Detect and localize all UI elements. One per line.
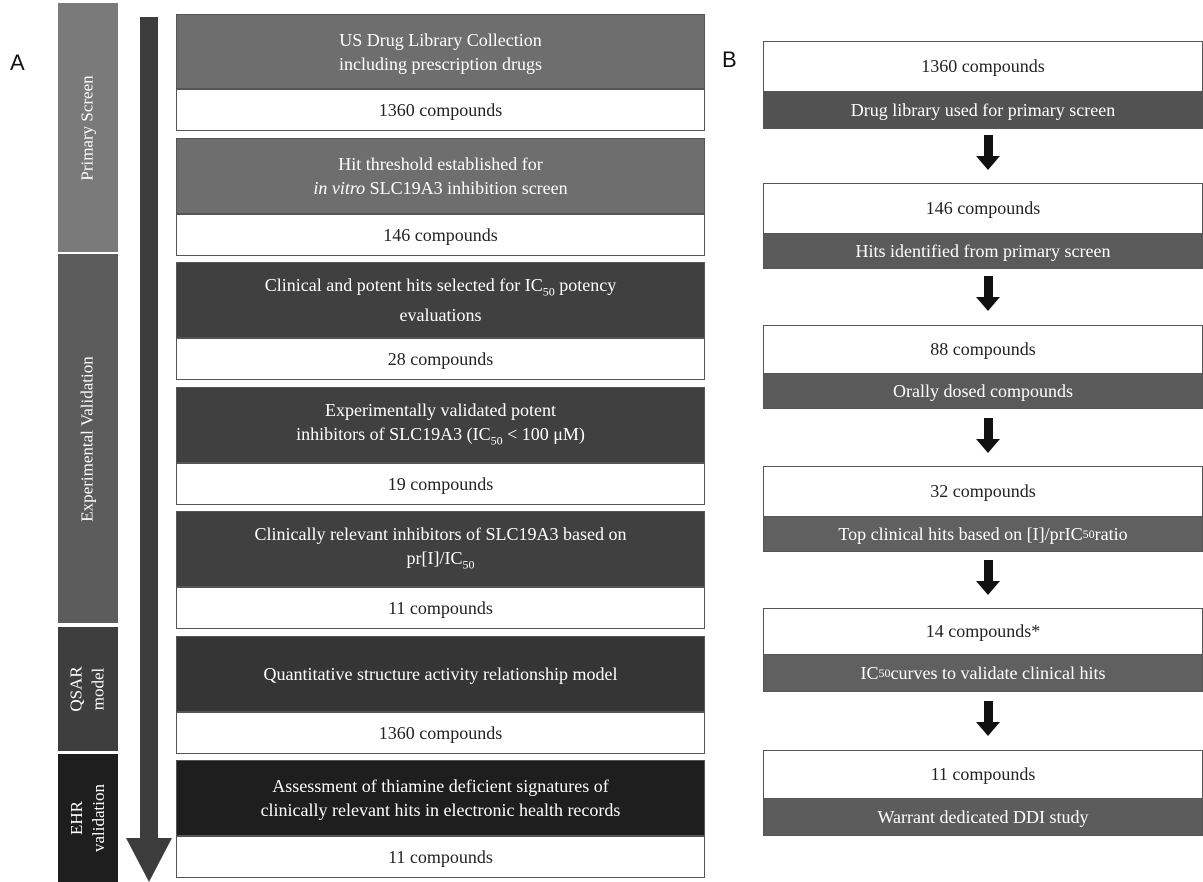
a-step-5-sub: 50 (462, 557, 475, 572)
a-step-2-line1: Hit threshold established for (338, 154, 543, 174)
b-step-6-desc: Warrant dedicated DDI study (763, 798, 1203, 836)
b-arrow-2 (984, 276, 993, 298)
a-step-3-count: 28 compounds (176, 338, 705, 380)
stage-ehr-line2: validation (89, 784, 109, 852)
b-step-5-count: 14 compounds* (763, 608, 1203, 654)
stage-qsar-model: QSAR model (58, 627, 118, 751)
b-step-3-desc: Orally dosed compounds (763, 373, 1203, 409)
a-step-3-line1-pre: Clinical and potent hits selected for IC (264, 274, 543, 295)
b-step-5-desc-pre: IC (860, 662, 879, 683)
b-step-4-desc-sub: 50 (1082, 526, 1095, 541)
a-step-1-count: 1360 compounds (176, 89, 705, 131)
a-step-6-count: 1360 compounds (176, 712, 705, 754)
a-step-6-box: Quantitative structure activity relation… (176, 636, 705, 712)
b-step-4-desc-pre: Top clinical hits based on [I]/prIC (838, 523, 1083, 544)
a-step-2-italic: in vitro (313, 178, 366, 198)
a-step-7-count: 11 compounds (176, 836, 705, 878)
stage-experimental-validation-label: Experimental Validation (78, 355, 97, 522)
b-arrow-4-head (976, 581, 1000, 595)
b-step-6-count: 11 compounds (763, 750, 1203, 798)
a-step-2-line2: in vitro SLC19A3 inhibition screen (313, 176, 567, 200)
stage-ehr-line1: EHR (67, 801, 87, 836)
b-arrow-1-head (976, 156, 1000, 170)
b-step-1-desc: Drug library used for primary screen (763, 91, 1203, 129)
a-step-3-line2: evaluations (399, 305, 482, 326)
a-step-4-box: Experimentally validated potent inhibito… (176, 387, 705, 463)
a-step-5-count: 11 compounds (176, 587, 705, 629)
a-step-7-line1: Assessment of thiamine deficient signatu… (272, 776, 609, 796)
panel-a-label: A (10, 50, 25, 75)
a-step-3-line1-post: potency (554, 274, 617, 295)
a-step-6-line1: Quantitative structure activity relation… (263, 664, 618, 684)
b-step-2-count: 146 compounds (763, 183, 1203, 233)
stage-qsar-model-label: QSAR model (66, 666, 110, 711)
stage-ehr-validation-label: EHR validation (66, 784, 110, 852)
a-step-4-line2: inhibitors of SLC19A3 (IC50 < 100 μM) (296, 422, 585, 453)
workflow-arrow-head (126, 838, 172, 882)
a-step-7-box: Assessment of thiamine deficient signatu… (176, 760, 705, 836)
a-step-5-line2: pr[I]/IC50 (407, 546, 475, 577)
a-step-1-line1: US Drug Library Collection (339, 29, 542, 50)
a-step-7-line2: clinically relevant hits in electronic h… (260, 800, 621, 820)
b-step-5-desc-sub: 50 (878, 665, 891, 680)
panel-b-label: B (722, 47, 737, 72)
a-step-3-box: Clinical and potent hits selected for IC… (176, 262, 705, 338)
b-arrow-3 (984, 418, 993, 440)
b-step-5-desc: IC 50 curves to validate clinical hits (763, 654, 1203, 692)
b-step-4-count: 32 compounds (763, 466, 1203, 516)
stage-experimental-validation: Experimental Validation (58, 254, 118, 623)
a-step-3-line1: Clinical and potent hits selected for IC… (265, 273, 616, 304)
b-step-5-desc-post: curves to validate clinical hits (890, 662, 1106, 683)
a-step-5-box: Clinically relevant inhibitors of SLC19A… (176, 511, 705, 587)
b-arrow-3-head (976, 439, 1000, 453)
stage-qsar-line1: QSAR (66, 666, 86, 712)
b-step-1-count: 1360 compounds (763, 41, 1203, 91)
a-step-4-line2-post: < 100 μM) (502, 423, 585, 444)
a-step-4-count: 19 compounds (176, 463, 705, 505)
stage-primary-screen: Primary Screen (58, 3, 118, 252)
b-step-3-count: 88 compounds (763, 325, 1203, 373)
b-arrow-5 (984, 701, 993, 723)
a-step-2-box: Hit threshold established for in vitro S… (176, 138, 705, 214)
b-step-2-desc: Hits identified from primary screen (763, 233, 1203, 269)
b-step-4-desc: Top clinical hits based on [I]/prIC 50 ra… (763, 516, 1203, 552)
a-step-3-sub: 50 (542, 284, 555, 299)
a-step-2-line2-rest: SLC19A3 inhibition screen (365, 178, 568, 198)
a-step-4-line2-pre: inhibitors of SLC19A3 (IC (296, 423, 491, 444)
a-step-1-box: US Drug Library Collection including pre… (176, 14, 705, 89)
stage-qsar-line2: model (88, 667, 108, 711)
b-arrow-4 (984, 560, 993, 582)
a-step-1-line2: including prescription drugs (339, 53, 542, 74)
workflow-arrow-shaft (140, 17, 158, 840)
a-step-2-count: 146 compounds (176, 214, 705, 256)
stage-ehr-validation: EHR validation (58, 754, 118, 882)
a-step-4-sub: 50 (490, 433, 503, 448)
b-step-4-desc-post: ratio (1094, 523, 1128, 544)
b-arrow-1 (984, 135, 993, 157)
a-step-4-line1: Experimentally validated potent (325, 399, 556, 420)
b-arrow-2-head (976, 297, 1000, 311)
a-step-5-line2-pre: pr[I]/IC (406, 547, 463, 568)
a-step-5-line1: Clinically relevant inhibitors of SLC19A… (254, 523, 627, 544)
b-arrow-5-head (976, 722, 1000, 736)
stage-primary-screen-label: Primary Screen (78, 74, 97, 181)
